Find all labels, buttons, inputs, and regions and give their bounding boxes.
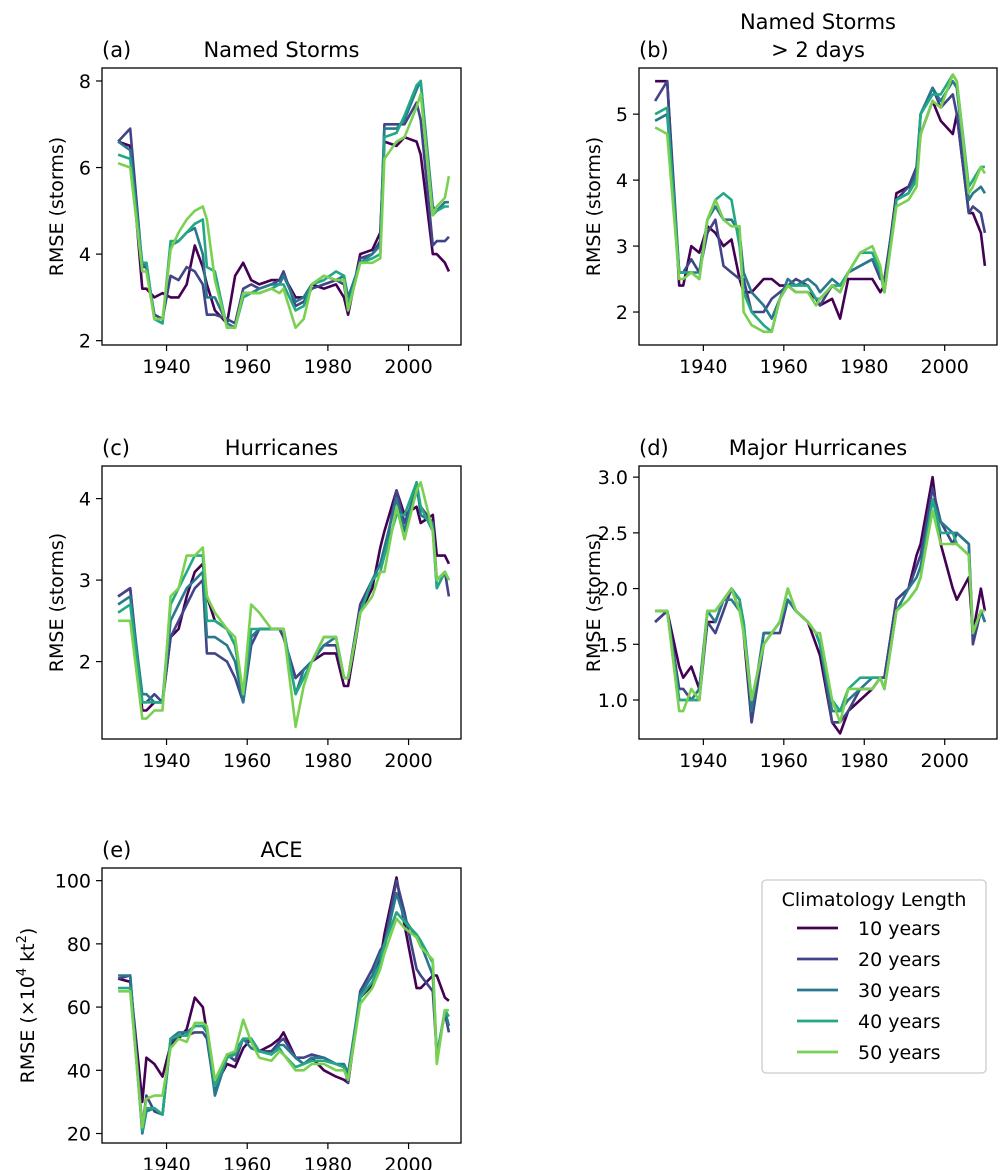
y-tick-label: 60 xyxy=(67,997,91,1019)
panel-e: 1940 1960 1980 2000 20 40 60 80 100 RMSE (×104 kt… xyxy=(15,838,462,1170)
legend-title: Climatology Length xyxy=(782,889,967,911)
legend-entry: 40 years xyxy=(858,1011,941,1033)
panel-label: (b) xyxy=(639,38,669,62)
series-line-50-years xyxy=(654,73,987,334)
y-tick-label: 4 xyxy=(79,244,91,266)
series-line-20-years xyxy=(653,79,987,314)
panel-b: 1940 1960 1980 2000 2 3 4 5 RMSE (storms) (b) Name… xyxy=(583,10,998,378)
legend-entry: 50 years xyxy=(858,1042,941,1064)
y-axis-label: RMSE (storms) xyxy=(583,137,605,276)
y-axis-label: RMSE (storms) xyxy=(583,533,605,672)
y-tick-label: 20 xyxy=(67,1124,91,1146)
x-tick-label: 2000 xyxy=(384,356,432,378)
y-tick-label: 1.5 xyxy=(598,634,628,656)
series-line-30-years xyxy=(655,498,987,713)
x-tick-label: 1960 xyxy=(223,356,271,378)
y-tick-label: 2.0 xyxy=(598,579,628,601)
y-axis-label: RMSE (×104 kt2) xyxy=(15,928,39,1084)
panel-c: 1940 1960 1980 2000 2 3 4 RMSE (storms) (c) Hurri… xyxy=(46,436,462,772)
x-tick-label: 1980 xyxy=(304,750,352,772)
panel-title: > 2 days xyxy=(771,38,865,62)
panel-a: 1940 1960 1980 2000 2 4 6 8 RMSE (storms) (a) Name… xyxy=(46,38,462,378)
x-tick-label: 2000 xyxy=(384,750,432,772)
y-tick-label: 2 xyxy=(616,302,628,324)
legend: Climatology Length 10 years 20 years 30 yea… xyxy=(761,879,987,1074)
panel-title: ACE xyxy=(261,838,303,862)
x-tick-label: 2000 xyxy=(921,356,969,378)
series-line-40-years xyxy=(655,498,985,713)
plot-frame xyxy=(101,465,462,740)
x-tick-label: 1960 xyxy=(223,1154,271,1170)
series-line-50-years xyxy=(117,92,451,330)
y-tick-label: 3 xyxy=(79,570,91,592)
x-tick-label: 1940 xyxy=(679,356,727,378)
y-tick-label: 3 xyxy=(616,236,628,258)
plot-frame xyxy=(638,465,998,740)
panel-title: Named Storms xyxy=(740,10,896,34)
x-tick-label: 1940 xyxy=(142,356,190,378)
y-tick-label: 2 xyxy=(79,331,91,353)
x-tick-label: 1940 xyxy=(142,1154,190,1170)
x-tick-label: 2000 xyxy=(384,1154,432,1170)
panel-title: Hurricanes xyxy=(225,436,338,460)
y-axis-label: RMSE (storms) xyxy=(46,137,68,276)
series-line-20-years xyxy=(117,879,451,1129)
x-tick-label: 1960 xyxy=(760,750,808,772)
y-tick-label: 4 xyxy=(79,489,91,511)
series-line-20-years xyxy=(117,489,451,704)
x-tick-label: 1940 xyxy=(142,750,190,772)
series-line-30-years xyxy=(118,891,451,1135)
panel-label: (c) xyxy=(102,436,130,460)
plot-frame xyxy=(101,67,462,346)
panel-d: 1940 1960 1980 2000 1.0 1.5 2.0 2.5 3.0 RMSE (sto… xyxy=(583,436,998,772)
series-line-50-years xyxy=(118,480,451,729)
series-line-50-years xyxy=(118,917,449,1129)
series-line-10-years xyxy=(655,79,987,320)
panel-label: (a) xyxy=(102,38,131,62)
y-tick-label: 4 xyxy=(616,170,628,192)
x-tick-label: 1980 xyxy=(840,750,888,772)
plot-frame xyxy=(101,867,462,1144)
legend-entry: 30 years xyxy=(858,980,941,1002)
plot-frame xyxy=(638,67,998,346)
y-tick-label: 80 xyxy=(67,934,91,956)
panel-title: Major Hurricanes xyxy=(729,436,907,460)
y-tick-label: 5 xyxy=(616,104,628,126)
y-tick-label: 2.5 xyxy=(598,523,628,545)
y-tick-label: 6 xyxy=(79,158,91,180)
x-tick-label: 1980 xyxy=(304,356,352,378)
x-tick-label: 2000 xyxy=(921,750,969,772)
x-tick-label: 1980 xyxy=(840,356,888,378)
panel-title: Named Storms xyxy=(203,38,359,62)
x-tick-label: 1980 xyxy=(304,1154,352,1170)
series-line-50-years xyxy=(655,509,985,724)
y-tick-label: 100 xyxy=(55,871,91,893)
y-axis-label: RMSE (storms) xyxy=(46,533,68,672)
x-tick-label: 1940 xyxy=(679,750,727,772)
x-tick-label: 1960 xyxy=(760,356,808,378)
y-tick-label: 3.0 xyxy=(598,467,628,489)
x-tick-label: 1960 xyxy=(223,750,271,772)
y-tick-label: 8 xyxy=(79,71,91,93)
series-line-40-years xyxy=(118,910,451,1132)
panel-label: (d) xyxy=(639,436,669,460)
y-tick-label: 1.0 xyxy=(598,690,628,712)
panel-label: (e) xyxy=(102,838,131,862)
legend-entry: 20 years xyxy=(858,949,941,971)
series-line-30-years xyxy=(654,79,987,320)
y-tick-label: 40 xyxy=(67,1060,91,1082)
y-tick-label: 2 xyxy=(79,652,91,674)
legend-entry: 10 years xyxy=(858,918,941,940)
